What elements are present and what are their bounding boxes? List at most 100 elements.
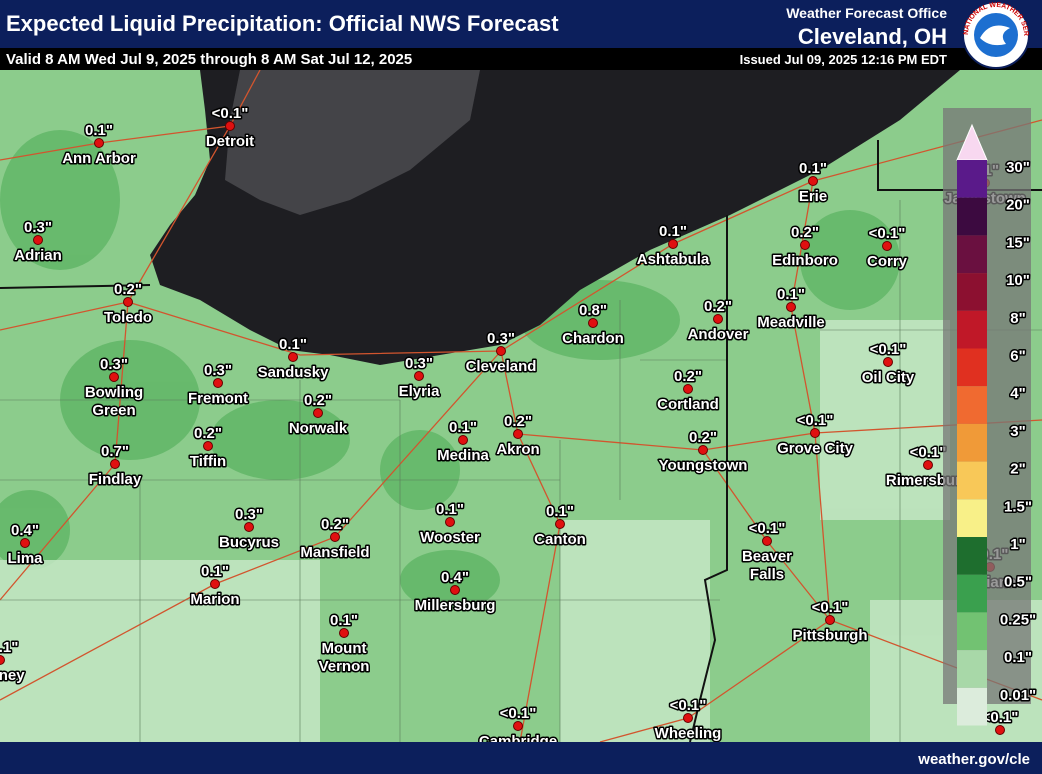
precip-amount: <0.1" <box>749 520 786 537</box>
issued: Issued Jul 09, 2025 12:16 PM EDT <box>740 52 947 67</box>
precip-amount: 0.1" <box>449 419 477 436</box>
legend-swatch <box>957 273 987 311</box>
precip-amount: 0.7" <box>101 443 129 460</box>
city-dot <box>0 655 5 665</box>
precip-amount: 0.1" <box>279 336 307 353</box>
legend-swatch <box>957 197 987 236</box>
city-dot <box>203 441 213 451</box>
precip-amount: <0.1" <box>910 444 947 461</box>
legend-swatch <box>957 423 987 462</box>
subheader-bar <box>0 48 1042 70</box>
title: Expected Liquid Precipitation: Official … <box>6 11 559 36</box>
city-name: Millersburg <box>415 597 496 614</box>
city-dot <box>683 713 693 723</box>
city-dot <box>414 371 424 381</box>
city-dot <box>458 435 468 445</box>
precip-amount: <0.1" <box>869 225 906 242</box>
legend-swatch <box>957 612 987 651</box>
precip-amount: 0.2" <box>689 429 717 446</box>
city-name: Cleveland <box>466 358 537 375</box>
city-dot <box>882 241 892 251</box>
city-name: Cortland <box>657 396 719 413</box>
legend-swatch <box>957 160 987 198</box>
precip-amount: 0.4" <box>441 569 469 586</box>
precip-amount: 0.2" <box>114 281 142 298</box>
city-dot <box>762 536 772 546</box>
city-name: Findlay <box>89 471 142 488</box>
city-dot <box>450 585 460 595</box>
precip-amount: 0.4" <box>11 522 39 539</box>
city-dot <box>110 459 120 469</box>
legend-label: 1.5" <box>1004 498 1032 515</box>
office-label: Weather Forecast Office <box>786 5 947 21</box>
legend-swatch <box>957 310 987 349</box>
city-name: Pittsburgh <box>793 627 868 644</box>
city-name: Ashtabula <box>637 251 710 268</box>
city-name: Oil City <box>862 369 915 386</box>
city-dot <box>94 138 104 148</box>
city-dot <box>713 314 723 324</box>
legend-swatch <box>957 650 987 688</box>
precip-amount: 0.2" <box>304 392 332 409</box>
city-name: Adrian <box>14 247 62 264</box>
precip-amount: 0.1" <box>546 503 574 520</box>
city-dot <box>588 318 598 328</box>
city-dot <box>225 121 235 131</box>
city-name: Toledo <box>104 309 152 326</box>
city-dot <box>339 628 349 638</box>
legend-swatch <box>957 235 987 274</box>
city-dot <box>883 357 893 367</box>
precip-amount: 0.1" <box>799 160 827 177</box>
valid-period: Valid 8 AM Wed Jul 9, 2025 through 8 AM … <box>6 51 412 68</box>
legend-swatch <box>957 574 987 613</box>
city-name: Andover <box>688 326 749 343</box>
precip-amount: 0.2" <box>674 368 702 385</box>
city-dot <box>288 352 298 362</box>
county-lines <box>0 200 1042 742</box>
city-dot <box>923 460 933 470</box>
legend-label: 0.01" <box>1000 687 1036 704</box>
city-name: Sidney <box>0 667 25 684</box>
legend-swatch <box>957 348 987 387</box>
header-bar <box>0 0 1042 48</box>
city-dot <box>800 240 810 250</box>
footer-url: weather.gov/cle <box>917 751 1030 768</box>
legend-swatch <box>957 386 987 424</box>
city-dot <box>313 408 323 418</box>
city-dot <box>698 445 708 455</box>
city-dot <box>445 517 455 527</box>
legend-label: 6" <box>1010 347 1025 364</box>
precip-amount: 0.2" <box>704 298 732 315</box>
legend-label: 8" <box>1010 310 1025 327</box>
city-name: Ann Arbor <box>62 150 136 167</box>
city-name: Mansfield <box>300 544 369 561</box>
city-name: Bucyrus <box>219 534 279 551</box>
precip-amount: 0.3" <box>235 506 263 523</box>
legend-label: 30" <box>1006 159 1030 176</box>
precip-amount: 0.3" <box>487 330 515 347</box>
light-areas <box>0 320 1042 742</box>
city-name: Youngstown <box>659 457 748 474</box>
legend-label: 2" <box>1010 461 1025 478</box>
precip-amount: 0.3" <box>24 219 52 236</box>
legend-label: 10" <box>1006 272 1030 289</box>
city-name: Fremont <box>188 390 248 407</box>
precip-amount: 0.8" <box>579 302 607 319</box>
office-name: Cleveland, OH <box>798 24 947 49</box>
legend-swatch <box>957 687 987 726</box>
footer-bar <box>0 742 1042 774</box>
city-dot <box>555 519 565 529</box>
city-name: Corry <box>867 253 908 270</box>
canada-land <box>225 70 480 215</box>
city-name: Sandusky <box>258 364 330 381</box>
city-name: Norwalk <box>289 420 348 437</box>
city-name: Akron <box>496 441 539 458</box>
legend-swatch <box>957 461 987 500</box>
city-dot <box>513 721 523 731</box>
city-name: Tiffin <box>190 453 226 470</box>
city-name: Elyria <box>399 383 441 400</box>
city-dot <box>330 532 340 542</box>
legend-label: 1" <box>1010 536 1025 553</box>
legend-label: 0.1" <box>1004 649 1032 666</box>
